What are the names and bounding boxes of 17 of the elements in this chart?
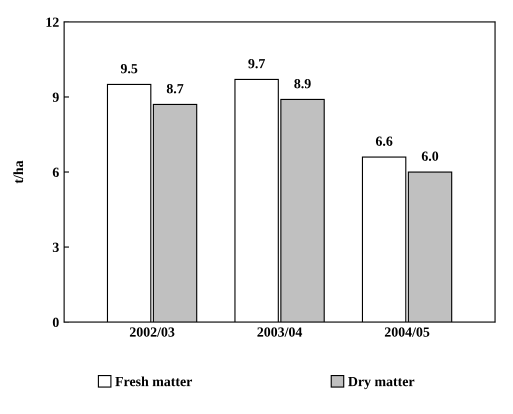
- y-axis-title: t/ha: [13, 160, 24, 184]
- x-tick-label: 2004/05: [384, 327, 430, 337]
- y-tick-label: 9: [52, 92, 59, 102]
- data-label: 9.7: [248, 58, 265, 68]
- y-tick-label: 12: [46, 18, 59, 27]
- data-label: 9.5: [120, 64, 138, 74]
- x-tick-label: 2002/03: [130, 327, 174, 337]
- y-tick-label: 6: [52, 168, 59, 177]
- x-tick-label: 2003/04: [257, 327, 302, 337]
- data-label: 8.9: [294, 78, 311, 88]
- y-tick-label: 3: [52, 242, 59, 252]
- y-tick-label: 0: [52, 318, 59, 328]
- data-label: 6.0: [422, 151, 438, 161]
- data-label: 8.7: [166, 84, 184, 94]
- data-label: 6.6: [376, 136, 392, 146]
- legend-label: Fresh matter: [115, 376, 192, 386]
- legend-label: Dry matter: [348, 376, 414, 390]
